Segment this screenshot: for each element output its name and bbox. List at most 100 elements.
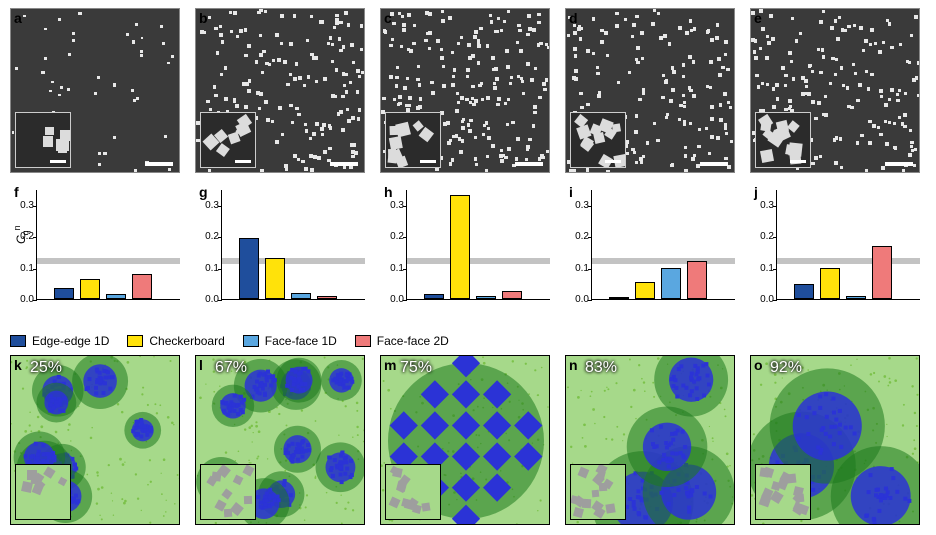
coverage-percent: 75%	[400, 359, 432, 377]
nanocube-dot	[473, 35, 477, 39]
nanocube-dot	[903, 113, 907, 117]
nanocube-dot	[407, 13, 411, 17]
nanocube-dot	[515, 157, 519, 161]
scalebar-icon	[790, 160, 806, 163]
nanocube-dot	[440, 48, 443, 51]
nanocube-dot	[266, 118, 270, 122]
nanocube-dot	[510, 76, 513, 79]
nanocube-dot	[710, 38, 714, 42]
sim-inset	[385, 464, 441, 520]
bar-checkerboard	[635, 282, 655, 299]
ytick-mark	[218, 237, 222, 238]
nanocube-dot	[281, 133, 284, 136]
nanocube-dot	[877, 126, 880, 129]
nanocube-dot	[767, 41, 771, 45]
nanocube-dot	[435, 168, 438, 171]
nanocube-dot	[709, 60, 713, 64]
nanocube-dot	[664, 80, 668, 84]
sim-panel-l: l67%	[195, 355, 365, 525]
nanocube-dot	[487, 127, 490, 130]
nanocube-dot	[519, 49, 523, 53]
bar-checkerboard	[450, 195, 470, 299]
nanocube-dot	[784, 108, 788, 112]
bar-face_face_1d	[661, 268, 681, 299]
nanocube-dot	[615, 24, 619, 28]
nanocube-dot	[247, 89, 251, 93]
nanocube-dot	[532, 124, 535, 127]
nanocube-dot	[530, 78, 534, 82]
nanocube-dot	[661, 96, 665, 100]
sim-inset	[570, 464, 626, 520]
nanocube-dot	[628, 71, 631, 74]
nanocube-dot	[678, 118, 681, 121]
nanocube-dot	[305, 129, 309, 133]
ytick-mark	[773, 269, 777, 270]
nanocube-dot	[839, 137, 843, 141]
nanocube-dot	[402, 23, 406, 27]
nanocube-dot	[307, 75, 311, 79]
chart-area: 0.00.10.20.3	[36, 190, 180, 300]
nanocube-dot	[356, 69, 360, 73]
nanocube-dot	[757, 85, 760, 88]
legend-swatch	[127, 335, 143, 347]
nanocube-dot	[516, 137, 520, 141]
nanocube	[419, 127, 434, 142]
bar-edge_edge_1d	[54, 288, 74, 299]
sim-cube	[593, 507, 605, 519]
nanocube-dot	[526, 62, 529, 65]
nanocube-dot	[135, 23, 138, 26]
nanocube-dot	[884, 103, 888, 107]
nanocube-dot	[854, 72, 857, 75]
sim-cube	[591, 490, 599, 498]
nanocube-dot	[538, 96, 542, 100]
nanocube-dot	[545, 43, 548, 46]
nanocube-dot	[578, 25, 581, 28]
legend-item-face_face_2d: Face-face 2D	[355, 334, 449, 348]
nanocube-dot	[493, 86, 497, 90]
nanocube-dot	[709, 86, 712, 89]
nanocube	[45, 127, 54, 136]
nanocube-dot	[335, 14, 339, 18]
panel-label: f	[14, 184, 19, 200]
nanocube-dot	[451, 83, 455, 87]
nanocube-dot	[888, 22, 892, 26]
nanocube-dot	[727, 101, 730, 104]
nanocube-dot	[888, 98, 891, 101]
nanocube-dot	[868, 141, 872, 145]
nanocube-dot	[298, 76, 302, 80]
nanocube-dot	[461, 139, 465, 143]
nanocube-dot	[409, 49, 413, 53]
nanocube-dot	[543, 88, 546, 91]
nanocube-dot	[811, 162, 815, 166]
nanocube-dot	[829, 82, 832, 85]
legend-item-checkerboard: Checkerboard	[127, 334, 224, 348]
sim-panel-n: n83%	[565, 355, 735, 525]
scalebar-icon	[605, 160, 621, 163]
nanocube-dot	[264, 100, 267, 103]
nanocube-dot	[859, 26, 863, 30]
nanocube-dot	[395, 76, 398, 79]
sem-inset	[755, 112, 811, 168]
nanocube-dot	[451, 51, 454, 54]
nanocube-dot	[255, 60, 258, 63]
nanocube-dot	[567, 34, 570, 37]
nanocube-dot	[724, 157, 727, 160]
nanocube-dot	[389, 44, 393, 48]
chart-area: 0.00.10.20.3	[406, 190, 550, 300]
nanocube-dot	[710, 117, 714, 121]
bar-checkerboard	[265, 258, 285, 299]
nanocube-dot	[441, 10, 444, 13]
nanocube-dot	[167, 62, 170, 65]
nanocube-dot	[868, 120, 871, 123]
nanocube-dot	[596, 66, 599, 69]
nanocube-dot	[443, 122, 447, 126]
nanocube-dot	[428, 47, 431, 50]
nanocube-dot	[834, 161, 838, 165]
nanocube-dot	[606, 170, 610, 173]
nanocube-dot	[537, 21, 540, 24]
nanocube-dot	[471, 85, 475, 89]
nanocube-dot	[347, 23, 350, 26]
nanocube-dot	[277, 58, 281, 62]
nanocube-dot	[502, 154, 505, 157]
nanocube-dot	[382, 97, 386, 101]
